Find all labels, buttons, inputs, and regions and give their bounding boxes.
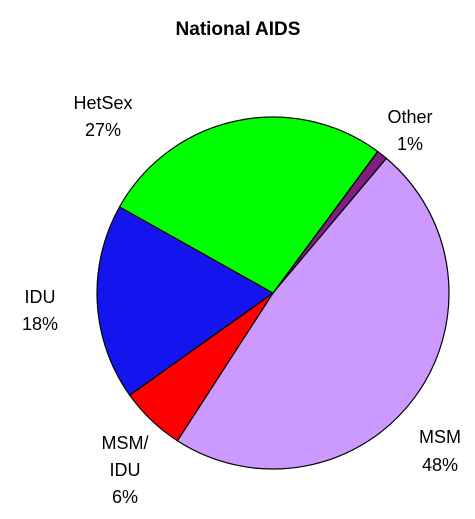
slice-value-label: 1%	[397, 134, 423, 154]
pie-slice	[118, 116, 379, 294]
slice-value-label: 27%	[85, 120, 121, 140]
slice-label-line: IDU	[110, 460, 141, 480]
slice-label: IDU	[25, 287, 56, 307]
pie-slice	[176, 157, 450, 470]
slice-value-label: 6%	[112, 487, 138, 507]
slice-label: Other	[387, 107, 432, 127]
slice-value-label: 18%	[22, 314, 58, 334]
slice-label: MSM	[419, 427, 461, 447]
slice-label: MSM/IDU	[102, 433, 149, 480]
pie-slice	[96, 206, 275, 397]
chart-title: National AIDS	[176, 19, 301, 40]
slice-value-label: 48%	[422, 455, 458, 475]
slice-label: HetSex	[73, 93, 132, 113]
slice-label-line: MSM/	[102, 433, 149, 453]
